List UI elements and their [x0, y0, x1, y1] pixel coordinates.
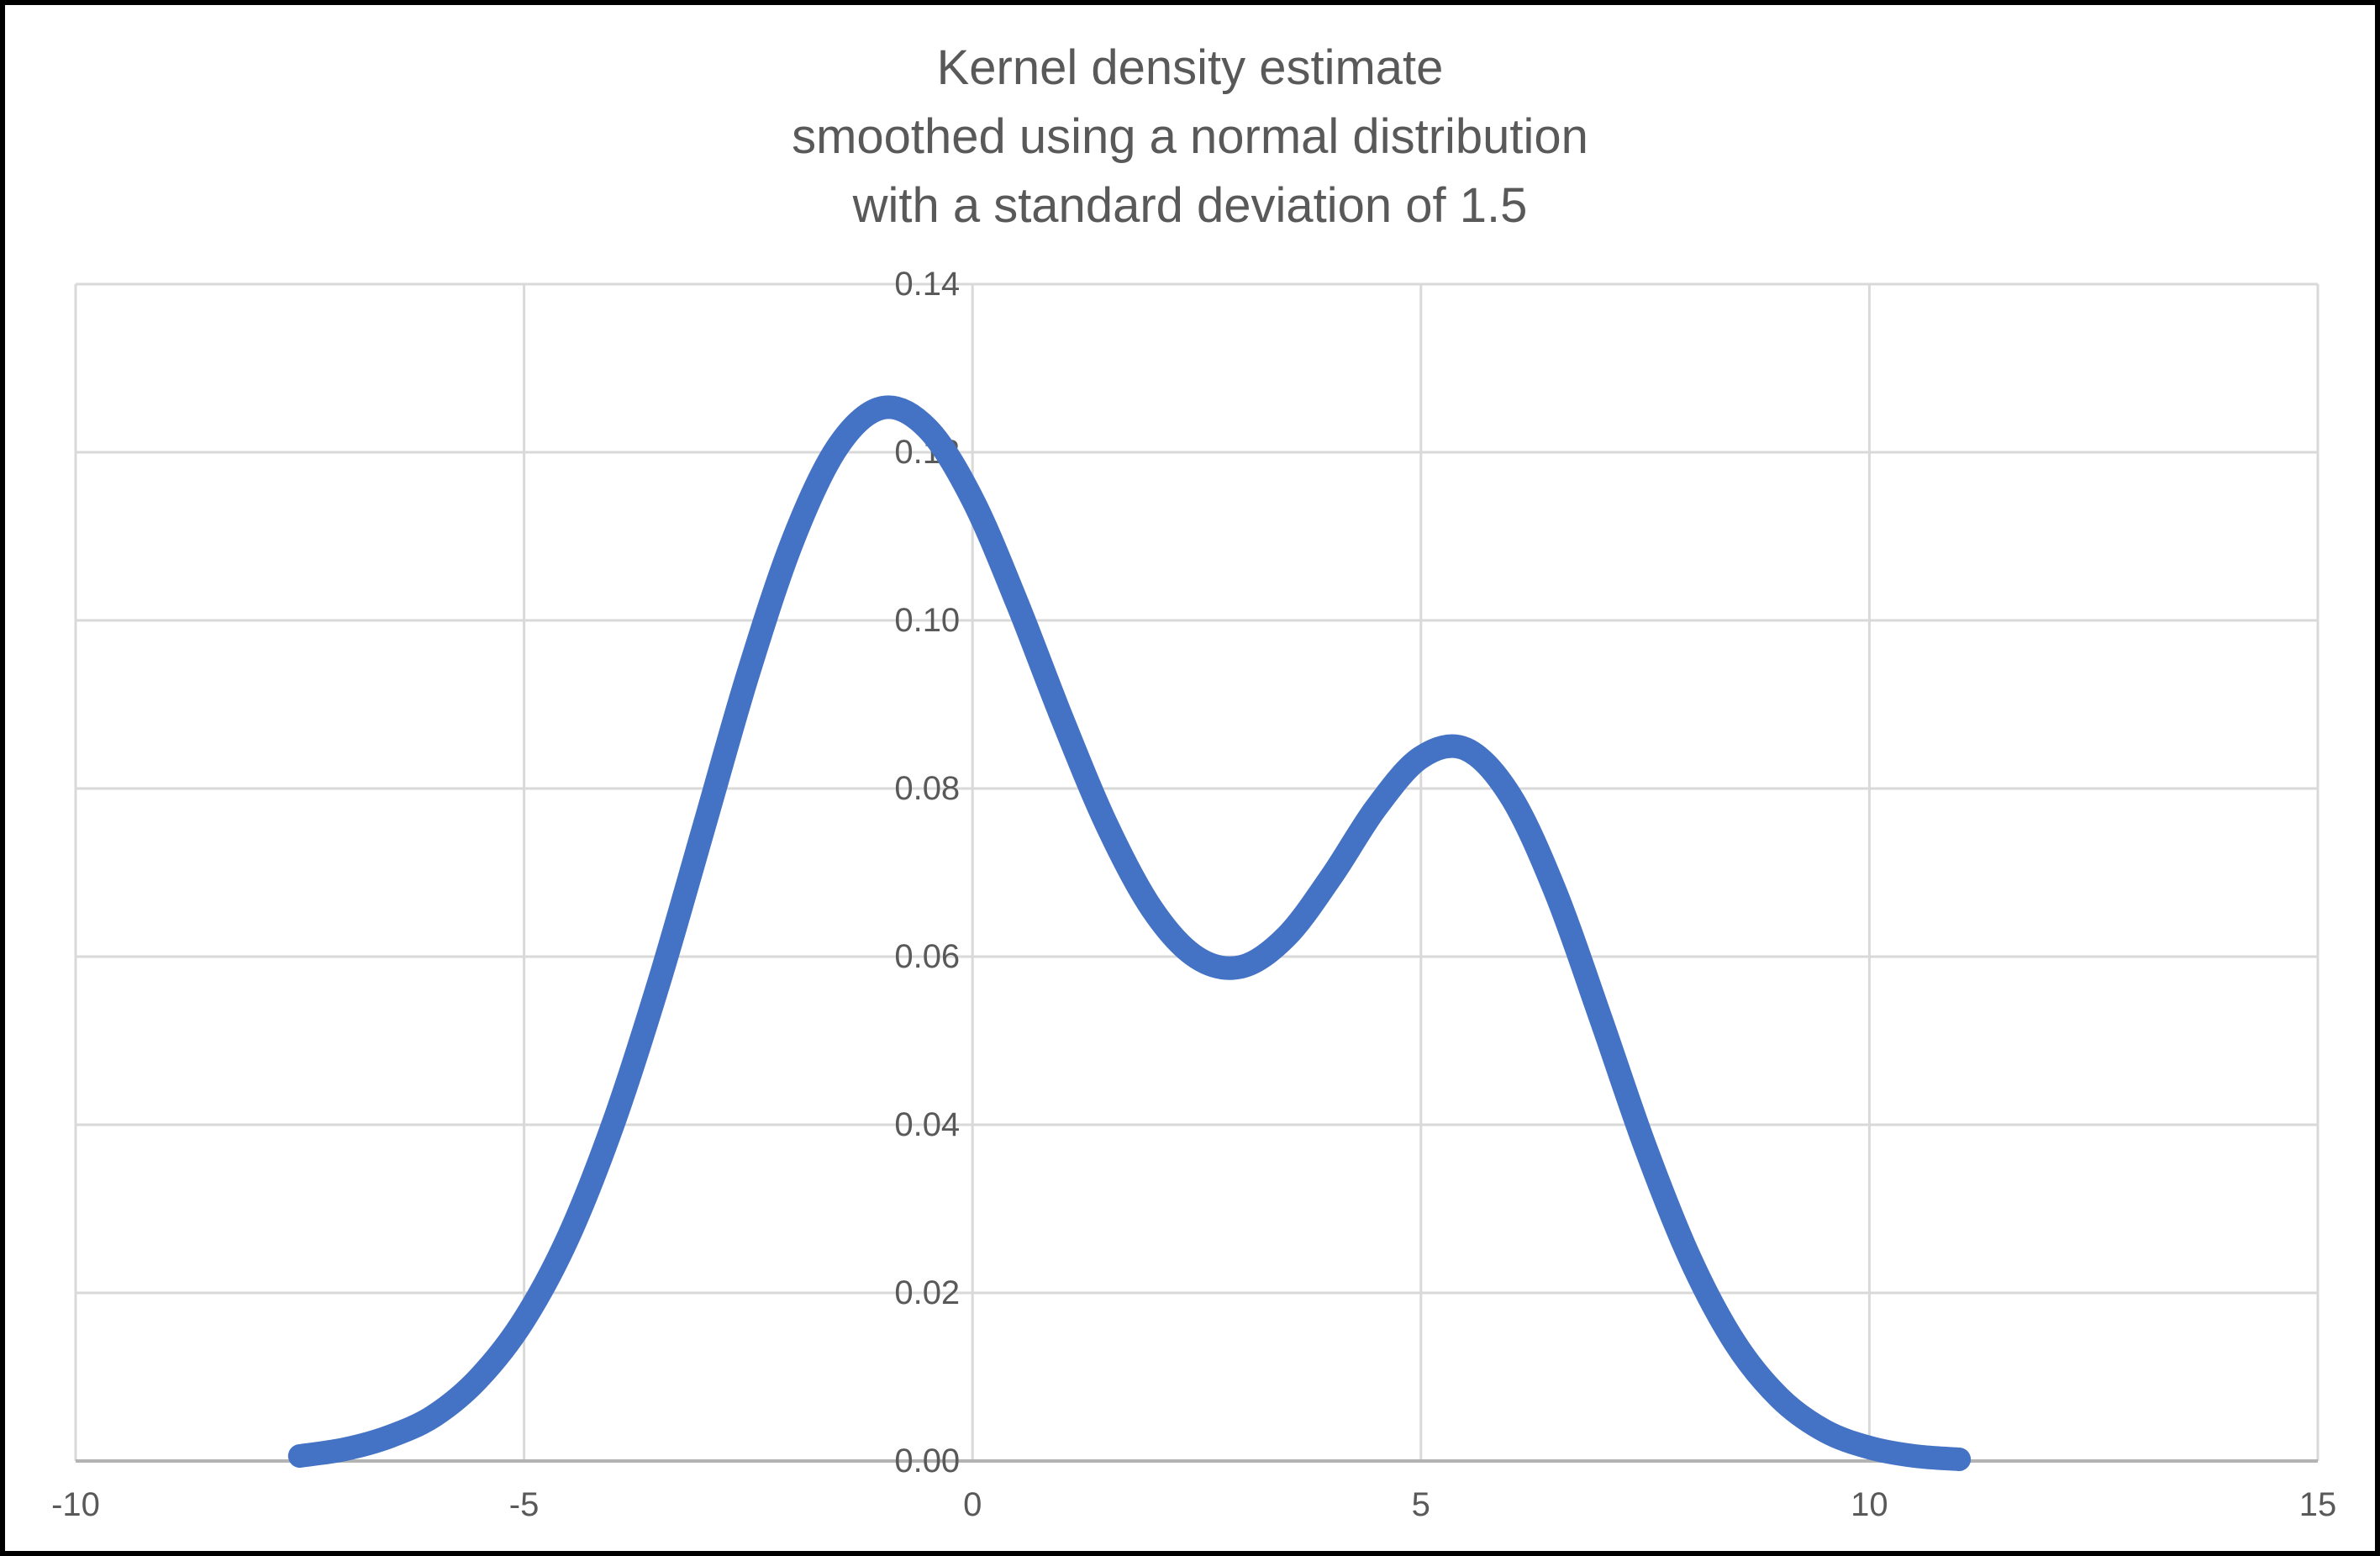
- x-tick-label: 5: [1411, 1486, 1430, 1523]
- y-tick-label: 0.02: [894, 1274, 961, 1311]
- chart-title-line-2: smoothed using a normal distribution: [792, 109, 1588, 164]
- y-tick-label: 0.06: [894, 938, 961, 975]
- x-tick-label: 10: [1851, 1486, 1888, 1523]
- y-tick-label: 0.14: [894, 266, 961, 303]
- x-tick-label: 15: [2298, 1486, 2337, 1523]
- y-tick-label: 0.10: [894, 602, 961, 639]
- y-tick-label: 0.00: [894, 1443, 961, 1480]
- y-tick-label: 0.04: [894, 1106, 961, 1143]
- x-tick-label: -10: [51, 1486, 100, 1523]
- y-tick-label: 0.12: [894, 434, 961, 471]
- chart-title-line-3: with a standard deviation of 1.5: [852, 178, 1528, 233]
- chart-title: Kernel density estimate smoothed using a…: [5, 34, 2375, 240]
- chart-title-line-1: Kernel density estimate: [936, 40, 1444, 95]
- x-tick-label: 0: [963, 1486, 982, 1523]
- y-tick-label: 0.08: [894, 770, 961, 807]
- x-tick-label: -5: [508, 1486, 540, 1523]
